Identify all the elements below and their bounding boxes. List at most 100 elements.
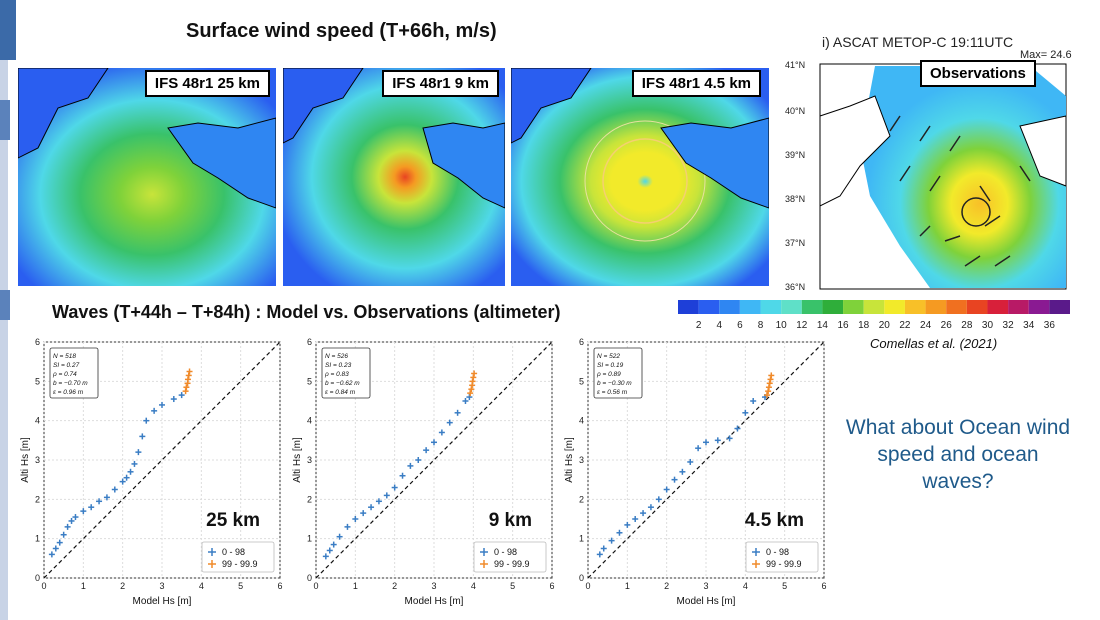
data-point bbox=[64, 523, 71, 530]
lat-label: 38°N bbox=[785, 194, 805, 204]
colorbar-swatch bbox=[760, 300, 782, 314]
data-point bbox=[750, 398, 757, 404]
x-tick-label: 3 bbox=[431, 581, 436, 591]
data-point bbox=[383, 492, 390, 499]
data-point bbox=[679, 468, 686, 475]
data-point bbox=[368, 504, 375, 511]
colorbar-tick-label: 6 bbox=[737, 320, 743, 330]
data-point bbox=[72, 514, 79, 521]
x-tick-label: 4 bbox=[471, 581, 476, 591]
data-point bbox=[56, 539, 63, 546]
stats-line: SI = 0.27 bbox=[53, 362, 80, 369]
obs-label: Observations bbox=[920, 60, 1036, 87]
map-25km: IFS 48r1 25 km bbox=[18, 68, 276, 286]
colorbar-tick-label: 30 bbox=[982, 320, 994, 330]
data-point bbox=[399, 472, 406, 479]
colorbar-swatch bbox=[884, 300, 905, 314]
legend-box bbox=[745, 541, 819, 573]
data-point bbox=[470, 374, 477, 381]
colorbar-swatch bbox=[1049, 300, 1070, 314]
x-tick-label: 4 bbox=[199, 581, 204, 591]
colorbar-swatch bbox=[925, 300, 947, 314]
data-point bbox=[454, 409, 461, 416]
y-tick-label: 5 bbox=[307, 376, 312, 386]
colorbar-tick-label: 26 bbox=[941, 320, 953, 330]
x-tick-label: 0 bbox=[585, 581, 590, 591]
y-tick-label: 4 bbox=[307, 416, 312, 426]
y-axis-label: Alti Hs [m] bbox=[564, 437, 575, 483]
colorbar-swatch bbox=[822, 300, 844, 314]
data-point bbox=[446, 419, 453, 426]
data-point bbox=[143, 417, 150, 424]
y-tick-label: 2 bbox=[579, 494, 584, 504]
data-point bbox=[608, 537, 615, 544]
scatter-plot-25km: 00 1 1 2 2 3 3 4 4 5 5 6 6 N = 518 SI = 0.27 ρ = 0.74 b … bbox=[20, 337, 283, 607]
data-point bbox=[360, 510, 367, 517]
data-point bbox=[135, 449, 142, 456]
left-bar-accent bbox=[0, 0, 16, 60]
data-point bbox=[352, 516, 359, 522]
x-tick-label: 5 bbox=[782, 581, 787, 591]
stats-box bbox=[321, 347, 371, 399]
lat-label: 39°N bbox=[785, 150, 805, 160]
x-tick-label: 6 bbox=[549, 581, 554, 591]
y-tick-label: 2 bbox=[307, 494, 312, 504]
y-tick-label: 1 bbox=[35, 534, 40, 544]
data-point bbox=[80, 508, 87, 515]
y-tick-label: 6 bbox=[579, 337, 584, 347]
data-point bbox=[322, 553, 329, 560]
data-point bbox=[68, 517, 75, 524]
legend-box bbox=[201, 541, 275, 573]
colorbar-tick-label: 34 bbox=[1023, 320, 1035, 330]
x-axis-label: Model Hs [m] bbox=[677, 596, 736, 607]
colorbar-swatch bbox=[966, 300, 988, 314]
map-label: IFS 48r1 25 km bbox=[144, 70, 270, 97]
colorbar-swatch bbox=[801, 300, 823, 314]
stats-line: N = 526 bbox=[325, 353, 348, 360]
y-tick-label: 0 bbox=[307, 573, 312, 583]
data-point bbox=[131, 460, 138, 467]
colorbar-tick-label: 12 bbox=[796, 320, 808, 330]
x-tick-label: 5 bbox=[238, 581, 243, 591]
left-bar-accent bbox=[0, 290, 10, 320]
y-tick-label: 3 bbox=[35, 455, 40, 465]
colorbar-tick-label: 32 bbox=[1003, 320, 1015, 330]
data-point bbox=[182, 388, 189, 395]
x-axis-label: Model Hs [m] bbox=[405, 596, 464, 607]
y-tick-label: 1 bbox=[307, 534, 312, 544]
map-4-5km: IFS 48r1 4.5 km bbox=[511, 68, 769, 286]
stats-line: b = −0.70 m bbox=[53, 380, 88, 387]
x-tick-label: 2 bbox=[392, 581, 397, 591]
data-point bbox=[766, 380, 773, 387]
data-point bbox=[647, 504, 654, 511]
colorbar-swatch bbox=[863, 300, 885, 314]
colorbar-swatch bbox=[739, 300, 761, 314]
stats-line: ρ = 0.89 bbox=[596, 371, 621, 378]
obs-max-label: Max= 24.6 bbox=[1020, 49, 1072, 61]
data-point bbox=[103, 494, 110, 501]
data-point bbox=[462, 398, 469, 404]
x-tick-label: 5 bbox=[510, 581, 515, 591]
data-point bbox=[768, 372, 775, 379]
data-point bbox=[734, 425, 741, 432]
y-tick-label: 3 bbox=[579, 455, 584, 465]
wind-map-9km bbox=[283, 68, 505, 286]
stats-line: SI = 0.19 bbox=[597, 362, 624, 369]
data-point bbox=[695, 445, 702, 452]
citation: Comellas et al. (2021) bbox=[870, 336, 998, 351]
colorbar-tick-label: 4 bbox=[716, 320, 722, 330]
data-point bbox=[415, 457, 422, 463]
x-tick-label: 1 bbox=[625, 581, 630, 591]
data-point bbox=[336, 533, 343, 540]
x-axis-label: Model Hs [m] bbox=[133, 596, 192, 607]
stats-line: ρ = 0.83 bbox=[324, 371, 349, 378]
data-point bbox=[185, 372, 192, 379]
data-point bbox=[48, 551, 55, 558]
data-point bbox=[159, 401, 165, 408]
x-tick-label: 2 bbox=[120, 581, 125, 591]
data-point bbox=[127, 468, 134, 475]
stats-line: ε = 0.84 m bbox=[325, 389, 356, 396]
data-point bbox=[178, 392, 185, 399]
y-axis-label: Alti Hs [m] bbox=[20, 437, 31, 483]
